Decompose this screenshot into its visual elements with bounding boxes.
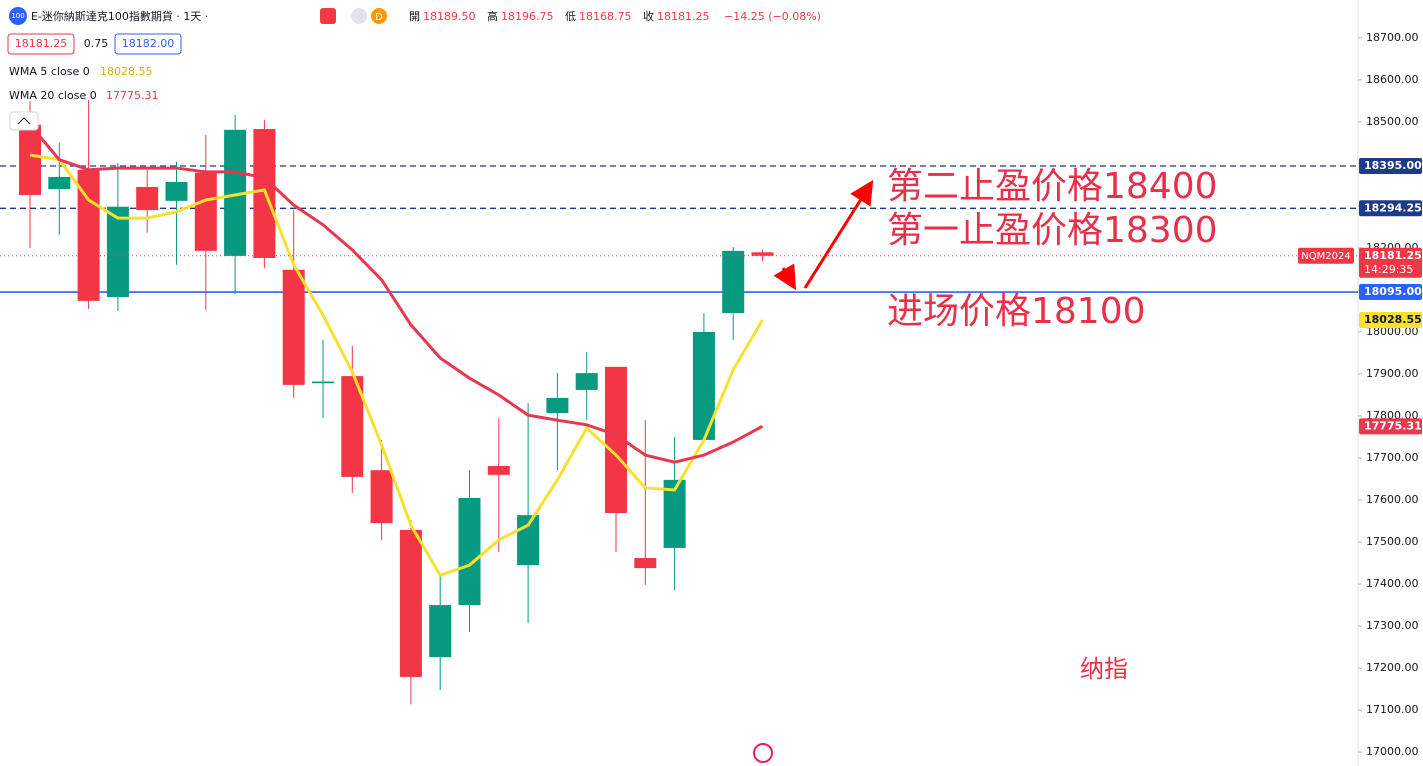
change: −14.25 (−0.08%) (724, 10, 821, 23)
y-tick-label: 17200.00 (1366, 661, 1419, 674)
y-tick-label: 17900.00 (1366, 367, 1419, 380)
candle-body (751, 252, 774, 256)
ohlc-value: 18181.25 (657, 10, 710, 23)
wma-badge (1359, 311, 1422, 328)
annotation: 进场价格18100 (887, 291, 1146, 332)
y-tick-label: 17000.00 (1366, 745, 1419, 758)
price-badge-label: 18095.00 (1364, 285, 1422, 298)
wma-line (28, 123, 764, 464)
legend-name: WMA 20 close 0 (9, 89, 97, 102)
ohlc-key: 開 (409, 10, 420, 23)
y-tick-label: 18500.00 (1366, 115, 1419, 128)
candle-body (165, 181, 188, 201)
y-tick-label: 17400.00 (1366, 577, 1419, 590)
candle-body (487, 465, 510, 475)
candle-body (634, 558, 657, 569)
candle-body (399, 529, 422, 677)
candle-body (429, 605, 452, 658)
ohlc: 開 18189.50 高 18196.75 低 18168.75 收 18181.25 (409, 9, 710, 23)
ohlc-value: 18189.50 (423, 10, 476, 23)
bid: 18181.25 (15, 37, 68, 50)
annotation: 第二止盈价格18400 (887, 166, 1218, 207)
candle-body (19, 124, 41, 195)
status (351, 8, 367, 24)
candle-body (663, 479, 686, 548)
y-tick-label: 18000.00 (1366, 325, 1419, 338)
ohlc-value: 18168.75 (579, 10, 632, 23)
candle-body (605, 366, 627, 514)
price-badge (1359, 284, 1422, 301)
last-price: 18181.25 (1364, 249, 1422, 262)
ask-box[interactable] (114, 33, 182, 55)
price-badge-label: 18294.25 (1364, 201, 1422, 214)
y-tick-label: 17600.00 (1366, 493, 1419, 506)
collapse-button[interactable] (9, 111, 39, 131)
candle-body (458, 497, 481, 606)
arrow (773, 263, 797, 291)
countdown: 14:29:35 (1364, 263, 1413, 276)
y-tick-label: 17300.00 (1366, 619, 1419, 632)
candle-body (370, 470, 393, 524)
y-tick-label: 17700.00 (1366, 451, 1419, 464)
candle-body (224, 129, 247, 256)
y-tick-label: 17100.00 (1366, 703, 1419, 716)
price-badge (1359, 200, 1422, 217)
bid-box[interactable] (7, 33, 75, 55)
candle-body (692, 331, 715, 440)
symbol: E-迷你納斯達克100指數期貨 · 1天 · (31, 9, 208, 23)
y-tick-label: 18700.00 (1366, 31, 1419, 44)
symbol-badge (1298, 247, 1354, 264)
ohlc-key: 低 (565, 10, 576, 23)
interval-text: D (375, 12, 383, 23)
candle-body (546, 397, 569, 414)
flag[interactable] (320, 8, 336, 24)
collapse-icon (17, 117, 31, 125)
price-badge-label: 18395.00 (1364, 159, 1422, 172)
legend-value: 17775.31 (106, 89, 159, 102)
annotation: 纳指 (1080, 655, 1128, 683)
ohlc-value: 18196.75 (501, 10, 554, 23)
plot (0, 100, 1358, 705)
interval-badge (371, 8, 387, 24)
legend-name: WMA 5 close 0 (9, 65, 90, 78)
wma-line (29, 153, 764, 578)
candle-body (722, 250, 745, 314)
price-badge (1359, 157, 1422, 174)
ohlc-key: 收 (643, 9, 654, 23)
wma-badge-label: 18028.55 (1364, 313, 1422, 326)
symbol-code: NQM2024 (1301, 251, 1350, 262)
arrow (803, 179, 874, 289)
candle-body (282, 269, 305, 385)
candle-body (136, 186, 159, 211)
candle-body (48, 176, 71, 190)
candle-body (312, 381, 334, 384)
ask: 18182.00 (122, 37, 175, 50)
replay-icon[interactable] (753, 743, 773, 763)
candle-body (194, 172, 217, 251)
logo-text: 100 (11, 12, 24, 20)
wma-badge (1359, 418, 1422, 435)
legend-value: 18028.55 (100, 65, 153, 78)
y-tick-label: 17500.00 (1366, 535, 1419, 548)
annotation: 第一止盈价格18300 (887, 210, 1218, 251)
spread: 0.75 (84, 37, 109, 50)
candle-body (106, 206, 129, 298)
y-tick-label: 18600.00 (1366, 73, 1419, 86)
candle-body (341, 376, 364, 477)
logo (9, 7, 27, 25)
ohlc-key: 高 (487, 9, 498, 23)
candle-body (575, 373, 598, 390)
last-price-badge (1359, 247, 1422, 278)
wma-badge-label: 17775.31 (1364, 419, 1422, 432)
